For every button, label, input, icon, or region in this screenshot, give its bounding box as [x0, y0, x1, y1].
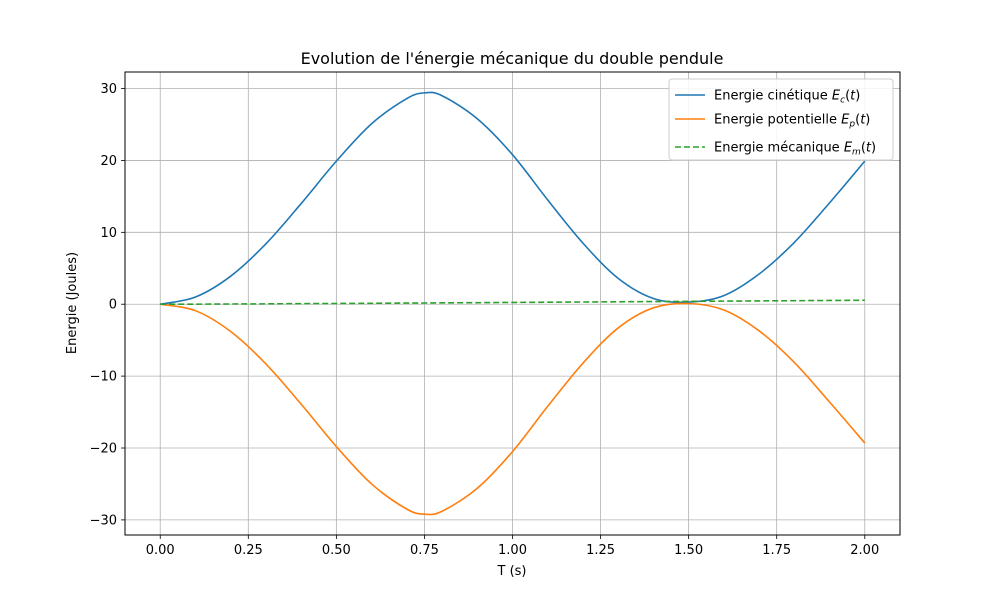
y-tick-label: −30 [90, 513, 117, 528]
legend-box [668, 78, 894, 161]
legend-label-m: Energie mécanique Em(t) [714, 141, 876, 158]
x-axis-ticks: 0.00 0.25 0.50 0.75 1.00 1.25 1.50 1.75 2.00 [146, 535, 879, 558]
y-tick-label: 20 [100, 154, 117, 169]
legend-label-p: Energie potentielle Ep(t) [714, 113, 870, 130]
y-tick-label: 0 [109, 298, 117, 313]
plot-lines [160, 91, 866, 516]
legend-name: Energie potentielle [714, 113, 841, 128]
series-line-c [160, 91, 866, 306]
legend-subscript: p [848, 120, 855, 130]
chart-title: Evolution de l'énergie mécanique du doub… [301, 49, 724, 68]
legend-name: Energie cinétique [714, 89, 832, 104]
x-tick-label: 1.25 [586, 543, 615, 558]
x-tick-label: 1.00 [498, 543, 527, 558]
legend-label-c: Energie cinétique Ec(t) [714, 89, 860, 106]
x-tick-label: 0.75 [410, 543, 439, 558]
legend-subscript: c [840, 96, 845, 106]
grid-lines [125, 72, 900, 535]
legend: Energie cinétique Ec(t) Energie potentiel… [668, 78, 894, 161]
x-tick-label: 1.75 [762, 543, 791, 558]
y-axis-ticks: −30 −20 −10 0 10 20 30 [90, 82, 125, 528]
y-tick-label: 10 [100, 226, 117, 241]
legend-name: Energie mécanique [714, 141, 844, 156]
legend-subscript: m [852, 148, 861, 158]
series-line-m [160, 299, 865, 306]
plot-frame [124, 71, 901, 536]
y-axis-label: Energie (Joules) [65, 252, 80, 354]
x-tick-label: 2.00 [850, 543, 879, 558]
x-tick-label: 1.50 [674, 543, 703, 558]
series-line-p [160, 302, 866, 516]
x-tick-label: 0.25 [234, 543, 263, 558]
y-tick-label: −20 [90, 442, 117, 457]
x-tick-label: 0.00 [146, 543, 175, 558]
y-tick-label: −10 [90, 370, 117, 385]
x-axis-label: T (s) [497, 564, 527, 579]
y-tick-label: 30 [100, 82, 117, 97]
x-tick-label: 0.50 [322, 543, 351, 558]
